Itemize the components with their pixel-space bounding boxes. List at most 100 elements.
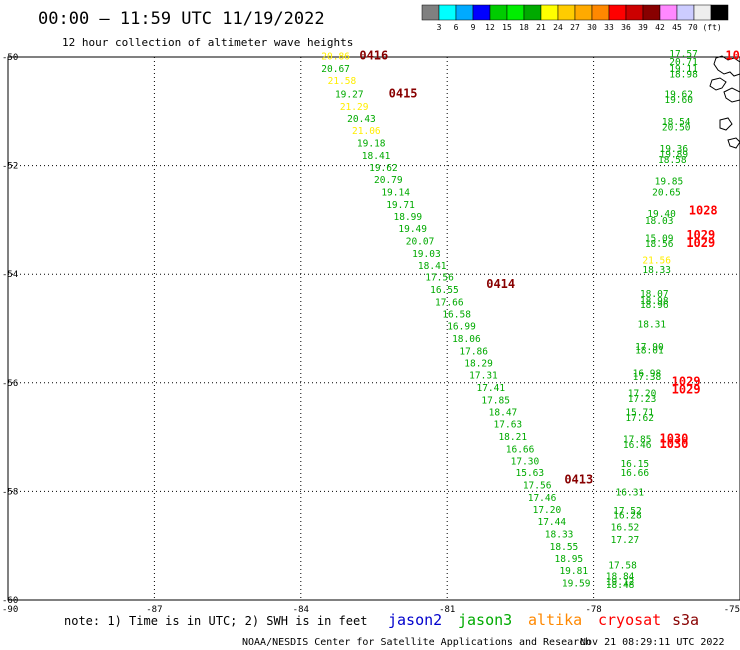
wave-height-label: 17.20 [533, 505, 562, 516]
wave-height-label: 16.66 [620, 468, 649, 479]
wave-height-label: 16.99 [447, 322, 476, 333]
wave-height-label: 17.56 [523, 481, 552, 492]
pass-label: 1029 [672, 383, 701, 397]
wave-height-label: 19.60 [664, 95, 693, 106]
pass-label: 0416 [359, 49, 388, 63]
legend-swatch [608, 4, 627, 21]
wave-height-label: 18.54 [662, 117, 691, 128]
wave-height-label: 18.96 [640, 300, 669, 311]
wave-height-label: 17.23 [628, 394, 657, 405]
x-tick-label: -78 [585, 605, 601, 615]
legend-label: 24 [553, 23, 563, 32]
pass-label: 102 [725, 49, 740, 63]
satellite-jason2: jason2 [388, 611, 442, 629]
wave-height-label: 18.07 [640, 289, 669, 300]
chart-subtitle: 12 hour collection of altimeter wave hei… [62, 36, 353, 49]
pass-label: 0413 [564, 472, 593, 486]
legend-label: 6 [454, 23, 459, 32]
coastline-shape [727, 137, 740, 149]
color-legend: 3 6 9 12 15 18 21 24 27 30 33 36 39 42 45 70 (ft) [421, 4, 729, 32]
y-tick-label: -60 [2, 596, 18, 606]
wave-height-label: 20.43 [347, 114, 376, 125]
legend-label: 3 [437, 23, 442, 32]
pass-label: 1028 [689, 203, 718, 217]
legend-label: 42 [655, 23, 665, 32]
legend-label: 36 [621, 23, 631, 32]
legend-swatch [455, 4, 474, 21]
legend-label: 45 [672, 23, 682, 32]
wave-height-label: 17.46 [528, 493, 557, 504]
wave-height-label: 17.63 [494, 419, 523, 430]
wave-height-label: 20.67 [321, 64, 350, 75]
wave-height-label: 17.58 [608, 561, 637, 572]
y-tick-label: -58 [2, 487, 18, 497]
wave-height-label: 16.52 [611, 522, 640, 533]
wave-height-label: 17.56 [425, 273, 454, 284]
wave-height-label: 16.28 [613, 511, 642, 522]
legend-swatch [574, 4, 593, 21]
note-text: note: 1) Time is in UTC; 2) SWH is in fe… [64, 614, 367, 628]
wave-height-label: 18.48 [606, 580, 635, 591]
wave-height-label: 19.59 [562, 578, 591, 589]
wave-height-label: 18.29 [464, 359, 493, 370]
x-tick-label: -87 [146, 605, 162, 615]
wave-height-label: 17.20 [628, 388, 657, 399]
legend-swatch [506, 4, 525, 21]
wave-height-label: 19.40 [647, 209, 676, 220]
wave-height-label: 18.98 [640, 296, 669, 307]
wave-height-label: 18.41 [418, 261, 447, 272]
legend-label: 18 [519, 23, 529, 32]
wave-height-label: 20.50 [662, 122, 691, 133]
legend-label: 15 [502, 23, 512, 32]
wave-height-label: 16.55 [430, 285, 459, 296]
x-tick-label: -84 [293, 605, 309, 615]
wave-height-label: 19.81 [559, 566, 588, 577]
wave-height-label: 18.01 [635, 345, 664, 356]
legend-label: 70 (ft) [688, 23, 722, 32]
pass-label: 0415 [389, 87, 418, 101]
wave-height-label: 19.89 [659, 149, 688, 160]
wave-height-label: 18.21 [498, 432, 527, 443]
wave-height-label: 19.14 [381, 187, 410, 198]
legend-swatch [693, 4, 712, 21]
plot-frame [7, 56, 740, 601]
wave-height-label: 19.12 [606, 577, 635, 588]
legend-swatch [557, 4, 576, 21]
pass-label: 1029 [686, 228, 715, 242]
wave-height-label: 20.79 [374, 175, 403, 186]
wave-height-label: 19.49 [398, 224, 427, 235]
x-axis-ticks: -90 -87 -84 -81 -78 -75 [2, 605, 740, 615]
x-tick-label: -90 [2, 605, 18, 615]
satellite-jason3: jason3 [458, 611, 512, 629]
wave-height-label: 16.98 [633, 368, 662, 379]
wave-height-label: 19.18 [357, 139, 386, 150]
legend-swatch [472, 4, 491, 21]
pass-label: 1029 [686, 236, 715, 250]
wave-height-label: 18.41 [362, 151, 391, 162]
legend-label: 30 [587, 23, 597, 32]
y-axis-ticks: -50 -52 -54 -56 -58 -60 [2, 53, 18, 606]
legend-label: 21 [536, 23, 546, 32]
wave-height-label: 19.85 [655, 177, 684, 188]
footer-credit: NOAA/NESDIS Center for Satellite Applica… [242, 637, 591, 648]
wave-height-label: 18.95 [555, 554, 584, 565]
wave-height-label: 20.07 [406, 236, 435, 247]
wave-height-label: 18.31 [638, 319, 667, 330]
wave-height-label: 17.30 [511, 456, 540, 467]
wave-height-label: 17.31 [469, 370, 498, 381]
wave-height-label: 17.44 [537, 517, 566, 528]
legend-swatch [523, 4, 542, 21]
wave-height-label: 18.56 [645, 239, 674, 250]
wave-height-label: 16.58 [442, 310, 471, 321]
wave-height-label: 18.98 [669, 70, 698, 81]
wave-height-label: 16.31 [616, 488, 645, 499]
wave-height-label: 18.84 [606, 571, 635, 582]
coastline-shape [723, 87, 740, 103]
coastline [709, 55, 740, 149]
wave-height-label: 17.86 [459, 347, 488, 358]
coastline-shape [719, 117, 733, 131]
legend-swatch [489, 4, 508, 21]
pass-label: 1030 [659, 432, 688, 446]
legend-swatch [421, 4, 440, 21]
chart-title: 00:00 — 11:59 UTC 11/19/2022 [38, 9, 325, 29]
